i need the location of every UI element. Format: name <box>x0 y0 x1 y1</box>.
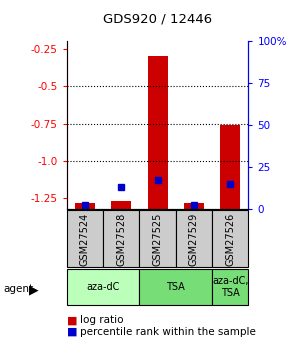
Bar <box>139 269 212 305</box>
Bar <box>184 203 204 209</box>
Bar <box>148 56 168 209</box>
Text: ■: ■ <box>67 327 77 337</box>
Text: TSA: TSA <box>166 282 185 292</box>
Bar <box>103 210 139 267</box>
Text: GSM27525: GSM27525 <box>152 212 163 266</box>
Bar <box>139 210 176 267</box>
Text: aza-dC,
TSA: aza-dC, TSA <box>212 276 248 298</box>
Text: GDS920 / 12446: GDS920 / 12446 <box>103 12 212 25</box>
Text: GSM27529: GSM27529 <box>189 212 199 266</box>
Text: ▶: ▶ <box>29 283 38 296</box>
Bar <box>111 201 131 209</box>
Bar <box>75 203 95 209</box>
Text: log ratio: log ratio <box>80 315 124 325</box>
Bar <box>176 210 212 267</box>
Bar <box>220 125 240 209</box>
Bar <box>212 210 248 267</box>
Text: GSM27524: GSM27524 <box>80 212 90 266</box>
Text: GSM27526: GSM27526 <box>225 212 235 266</box>
Bar <box>67 210 103 267</box>
Text: GSM27528: GSM27528 <box>116 212 126 266</box>
Text: agent: agent <box>3 284 33 294</box>
Text: ■: ■ <box>67 315 77 325</box>
Text: aza-dC: aza-dC <box>86 282 120 292</box>
Bar <box>67 269 139 305</box>
Bar <box>212 269 248 305</box>
Text: percentile rank within the sample: percentile rank within the sample <box>80 327 256 337</box>
